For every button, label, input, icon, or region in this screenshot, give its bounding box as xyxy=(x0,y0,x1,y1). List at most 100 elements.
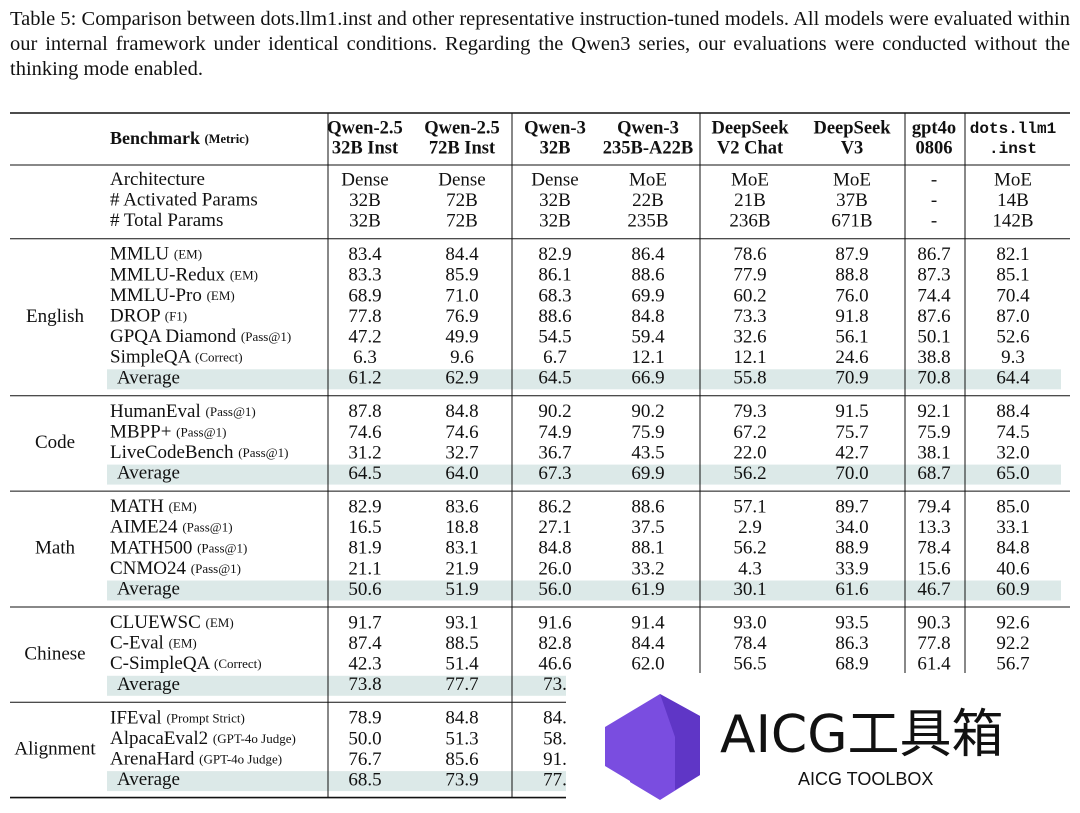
cell: 61.9 xyxy=(631,579,664,600)
cell: 92.2 xyxy=(996,633,1029,654)
header-benchmark-label: Benchmark xyxy=(110,128,200,148)
cell: 77.8 xyxy=(348,306,381,327)
benchmark-name: MATH xyxy=(110,496,164,517)
cell: 84.8 xyxy=(996,538,1029,559)
cell: 86.3 xyxy=(835,633,868,654)
cell: 78.9 xyxy=(348,708,381,729)
benchmark-name: MMLU-Pro xyxy=(110,285,202,306)
cell: 84. xyxy=(543,708,567,729)
cell: 85.1 xyxy=(996,265,1029,286)
cell: 55.8 xyxy=(733,368,766,389)
metric-name: (Pass@1) xyxy=(238,445,288,460)
row-label: LiveCodeBench (Pass@1) xyxy=(110,442,288,463)
metric-name: (Pass@1) xyxy=(191,561,241,576)
watermark-title: AICG工具箱 xyxy=(720,705,1004,765)
cell: 68.5 xyxy=(348,769,381,790)
cell: 12.1 xyxy=(631,347,664,368)
row-label: Architecture xyxy=(110,169,205,190)
cell: 32.0 xyxy=(996,442,1029,463)
cell: 15.6 xyxy=(917,558,950,579)
cell: 64.4 xyxy=(996,368,1030,389)
cell: 93.5 xyxy=(835,612,868,633)
cell: 6.3 xyxy=(353,347,377,368)
cell: 6.7 xyxy=(543,347,567,368)
cell: 32B xyxy=(539,190,571,211)
benchmark-name: MBPP+ xyxy=(110,422,171,443)
cell: 83.4 xyxy=(348,244,382,265)
section-label: Chinese xyxy=(24,643,85,664)
cell: 82.9 xyxy=(348,496,381,517)
row-label: ArenaHard (GPT-4o Judge) xyxy=(110,749,282,770)
column-header: .inst xyxy=(989,140,1037,158)
cell: 51.3 xyxy=(445,728,478,749)
cell: 69.9 xyxy=(631,463,664,484)
metric-name: (EM) xyxy=(174,247,202,262)
cell: 85.9 xyxy=(445,265,478,286)
benchmark-name: Average xyxy=(117,769,180,790)
cell: 4.3 xyxy=(738,558,762,579)
cell: 84.4 xyxy=(445,244,479,265)
cell: 87.0 xyxy=(996,306,1029,327)
benchmark-name: AIME24 xyxy=(110,517,178,538)
cell: 32B xyxy=(539,211,571,232)
cell: 56.2 xyxy=(733,463,766,484)
cell: 91.7 xyxy=(348,612,381,633)
header-benchmark: Benchmark (Metric) xyxy=(110,128,249,148)
column-header: 32B Inst xyxy=(332,138,399,158)
cell: 73.3 xyxy=(733,306,766,327)
row-label: Average xyxy=(117,674,180,695)
cell: 142B xyxy=(992,211,1033,232)
cell: 85.6 xyxy=(445,749,478,770)
cell: 73. xyxy=(543,674,567,695)
metric-name: (GPT-4o Judge) xyxy=(213,731,296,746)
average-highlight xyxy=(107,580,1061,601)
row-label: Average xyxy=(117,769,180,790)
cell: - xyxy=(931,190,937,211)
cell: 42.3 xyxy=(348,654,381,675)
cell: 71.0 xyxy=(445,285,478,306)
cell: 84.4 xyxy=(631,633,665,654)
cell: 83.6 xyxy=(445,496,478,517)
cell: 68.9 xyxy=(835,654,868,675)
benchmark-name: DROP xyxy=(110,306,160,327)
row-label: MBPP+ (Pass@1) xyxy=(110,422,226,443)
cell: 33.2 xyxy=(631,558,664,579)
cell: 86.7 xyxy=(917,244,950,265)
row-label: CNMO24 (Pass@1) xyxy=(110,558,241,579)
cell: 60.2 xyxy=(733,285,766,306)
row-label: # Total Params xyxy=(110,211,223,232)
section-label: Code xyxy=(35,432,75,453)
row-label: Average xyxy=(117,579,180,600)
row-label: AIME24 (Pass@1) xyxy=(110,517,233,538)
cell: 87.4 xyxy=(348,633,382,654)
column-header: 235B-A22B xyxy=(603,138,693,158)
cell: 37.5 xyxy=(631,517,664,538)
cell: 88.6 xyxy=(631,496,664,517)
cell: 86.2 xyxy=(538,496,571,517)
column-header: DeepSeek xyxy=(813,118,891,138)
benchmark-name: Average xyxy=(117,368,180,389)
cell: 2.9 xyxy=(738,517,762,538)
column-header: Qwen-2.5 xyxy=(327,118,403,138)
cell: 9.3 xyxy=(1001,347,1025,368)
cell: 52.6 xyxy=(996,326,1029,347)
cell: 56.1 xyxy=(835,326,868,347)
cell: 76.7 xyxy=(348,749,381,770)
section-label: English xyxy=(26,306,85,327)
cell: 93.1 xyxy=(445,612,478,633)
cell: Dense xyxy=(341,169,388,190)
row-label: GPQA Diamond (Pass@1) xyxy=(110,326,291,347)
cell: 88.4 xyxy=(996,401,1030,422)
cell: 33.9 xyxy=(835,558,868,579)
cell: 54.5 xyxy=(538,326,571,347)
cell: 21.1 xyxy=(348,558,381,579)
column-header: DeepSeek xyxy=(711,118,789,138)
metric-name: (Correct) xyxy=(195,350,243,365)
column-header: Qwen-3 xyxy=(617,118,679,138)
cell: 235B xyxy=(627,211,668,232)
metric-name: (Pass@1) xyxy=(182,520,232,535)
metric-name: (Pass@1) xyxy=(206,404,256,419)
cell: 56.5 xyxy=(733,654,766,675)
